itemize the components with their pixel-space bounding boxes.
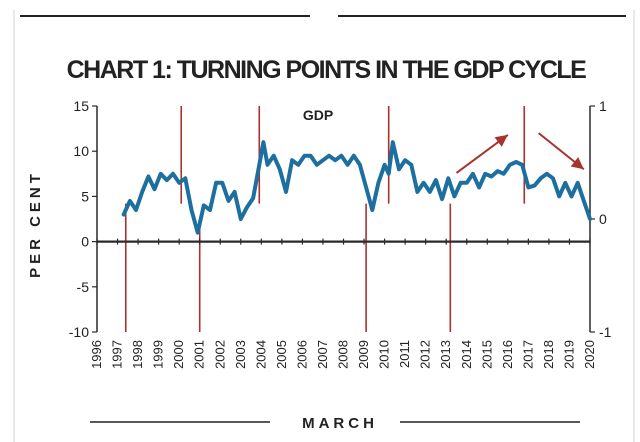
x-tick-label: 2016 xyxy=(500,340,515,369)
y-tick-label: 10 xyxy=(73,143,89,159)
y-tick-label: -5 xyxy=(77,279,90,295)
x-tick-label: 2012 xyxy=(418,340,433,369)
x-tick-label: 2010 xyxy=(377,340,392,369)
x-tick-label: 2018 xyxy=(541,340,556,369)
y-tick-label: 15 xyxy=(73,98,89,114)
x-tick-label: 2020 xyxy=(582,340,597,369)
x-tick-label: 1996 xyxy=(89,340,104,369)
trend-arrows xyxy=(455,132,585,174)
x-tick-label: 2007 xyxy=(315,340,330,369)
x-tick-marks xyxy=(96,238,591,245)
x-tick-label: 2006 xyxy=(294,340,309,369)
trend-arrow-head xyxy=(494,134,508,147)
x-axis-title: MARCH xyxy=(302,415,378,432)
x-tick-label: 2001 xyxy=(192,340,207,369)
gdp-series-line xyxy=(121,140,592,235)
y2-tick-label: 0 xyxy=(599,211,607,227)
y-axis-title: PER CENT xyxy=(27,170,44,278)
x-tick-label: 1998 xyxy=(130,340,145,369)
x-tick-label: 2013 xyxy=(438,340,453,369)
x-tick-label: 2011 xyxy=(397,340,412,368)
y-tick-label: 5 xyxy=(81,188,89,204)
x-tick-label: 2009 xyxy=(356,340,371,369)
series-label-gdp: GDP xyxy=(303,107,333,123)
x-tick-label: 1999 xyxy=(151,340,166,369)
y-tick-label: -10 xyxy=(69,324,89,340)
x-tick-label: 2003 xyxy=(233,340,248,369)
trend-arrow-head xyxy=(570,157,584,170)
x-tick-label: 2015 xyxy=(479,340,494,369)
x-tick-label: 2004 xyxy=(253,340,268,369)
y-axis-ticks: 15 10 5 0 -5 -10 xyxy=(69,98,97,340)
chart-title: CHART 1: TURNING POINTS IN THE GDP CYCLE xyxy=(67,56,587,84)
x-tick-label: 2017 xyxy=(520,340,535,369)
x-tick-label: 2000 xyxy=(171,340,186,369)
x-tick-label: 2002 xyxy=(212,340,227,369)
turning-point-lines xyxy=(124,106,526,332)
y2-tick-label: 1 xyxy=(599,98,607,114)
y2-tick-label: -1 xyxy=(599,324,612,340)
x-tick-label: 2008 xyxy=(336,340,351,369)
x-axis-tick-labels: 1996 1997 1998 1999 2000 2001 2002 2003 2004 2005… xyxy=(89,340,597,369)
y-tick-label: 0 xyxy=(81,234,89,250)
x-tick-label: 2014 xyxy=(459,340,474,369)
x-tick-label: 2005 xyxy=(274,340,289,369)
x-tick-label: 1997 xyxy=(110,340,125,369)
x-tick-label: 2019 xyxy=(561,340,576,369)
y2-axis-ticks: 1 0 -1 xyxy=(590,98,612,340)
